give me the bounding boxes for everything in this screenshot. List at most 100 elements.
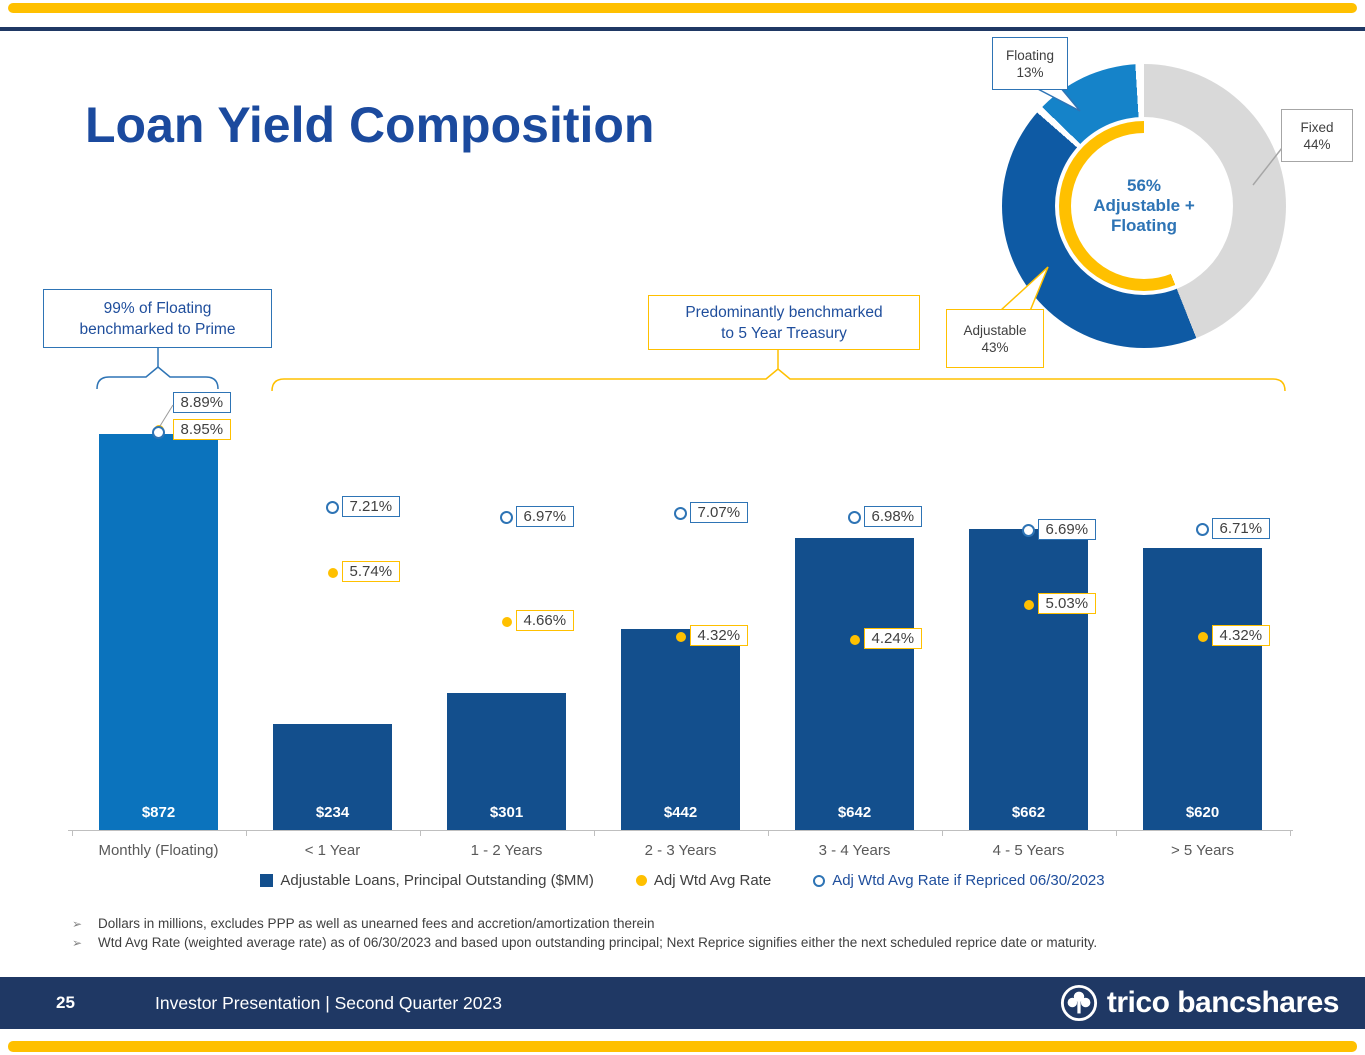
adj-rate-label: 4.66% bbox=[515, 609, 575, 631]
bar-7 bbox=[1143, 548, 1262, 830]
repriced-rate-marker bbox=[1021, 523, 1035, 537]
bar-4 bbox=[621, 629, 740, 830]
legend-open-dot-icon bbox=[813, 874, 826, 887]
adjustable-callout-label: Adjustable bbox=[963, 322, 1027, 338]
adj-rate-marker bbox=[1197, 631, 1208, 642]
page-number: 25 bbox=[56, 993, 75, 1012]
repriced-rate-marker bbox=[1195, 523, 1209, 537]
repriced-rate-marker bbox=[325, 500, 339, 514]
category-label: 1 - 2 Years bbox=[470, 842, 543, 859]
x-axis-tick bbox=[71, 830, 73, 836]
prime-note-box: 99% of Floating benchmarked to Prime bbox=[43, 289, 272, 348]
category-label: 2 - 3 Years bbox=[644, 842, 717, 859]
footnote-1: ➢ Dollars in millions, excludes PPP as w… bbox=[72, 915, 1097, 934]
legend-square-icon bbox=[260, 874, 274, 887]
footnote-1-text: Dollars in millions, excludes PPP as wel… bbox=[98, 916, 655, 931]
bar-value-label: $872 bbox=[141, 804, 176, 821]
footnote-2-text: Wtd Avg Rate (weighted average rate) as … bbox=[98, 934, 1098, 950]
repriced-rate-label: 6.69% bbox=[1037, 518, 1097, 540]
bar-value-label: $620 bbox=[1185, 804, 1220, 821]
top-accent-bar bbox=[8, 3, 1357, 13]
page-title: Loan Yield Composition bbox=[85, 97, 655, 153]
footnote-bullet-icon: ➢ bbox=[72, 917, 83, 931]
adj-rate-marker bbox=[501, 616, 512, 627]
footnotes: ➢ Dollars in millions, excludes PPP as w… bbox=[72, 915, 1097, 952]
x-axis-tick bbox=[1289, 830, 1291, 836]
adj-rate-label: 5.74% bbox=[341, 561, 401, 583]
repriced-rate-label: 6.97% bbox=[515, 506, 575, 528]
legend-dot-icon bbox=[635, 875, 647, 886]
repriced-rate-marker bbox=[151, 425, 165, 439]
category-label: 4 - 5 Years bbox=[992, 842, 1065, 859]
footer-bar: 25 Investor Presentation | Second Quarte… bbox=[0, 977, 1365, 1029]
repriced-rate-label: 6.71% bbox=[1211, 518, 1271, 540]
adj-rate-marker bbox=[849, 635, 860, 646]
donut-chart: 56% Adjustable + Floating bbox=[1002, 64, 1286, 348]
footer-text: Investor Presentation | Second Quarter 2… bbox=[155, 992, 502, 1013]
repriced-rate-label: 8.89% bbox=[172, 391, 232, 413]
x-axis-tick bbox=[1115, 830, 1117, 836]
adj-rate-label: 5.03% bbox=[1037, 593, 1097, 615]
prime-note-line2: benchmarked to Prime bbox=[79, 320, 236, 338]
footnote-bullet-icon: ➢ bbox=[72, 935, 83, 950]
donut-callout-adjustable: Adjustable 43% bbox=[946, 309, 1044, 368]
donut-center-text-2: Floating bbox=[1110, 216, 1178, 235]
bottom-accent-bar bbox=[8, 1041, 1357, 1052]
donut-center-text-1: Adjustable + bbox=[1093, 196, 1195, 215]
legend-item-2: Adj Wtd Avg Rate bbox=[635, 872, 772, 889]
top-divider-line bbox=[0, 27, 1365, 31]
bar-5 bbox=[795, 538, 914, 830]
adjustable-callout-pct: 43% bbox=[981, 339, 1009, 355]
x-axis-tick bbox=[767, 830, 769, 836]
bar-3 bbox=[447, 693, 566, 830]
adj-rate-label: 8.95% bbox=[172, 418, 232, 440]
x-axis-tick bbox=[941, 830, 943, 836]
floating-callout-pct: 13% bbox=[1016, 64, 1044, 80]
repriced-rate-label: 6.98% bbox=[863, 505, 923, 527]
x-axis-line bbox=[68, 830, 1293, 831]
repriced-rate-label: 7.21% bbox=[341, 495, 401, 517]
adj-rate-label: 4.32% bbox=[1211, 624, 1271, 646]
treasury-note-line1: Predominantly benchmarked bbox=[685, 303, 883, 321]
legend-label: Adjustable Loans, Principal Outstanding … bbox=[280, 872, 594, 889]
donut-callout-fixed: Fixed 44% bbox=[1281, 109, 1353, 162]
repriced-rate-label: 7.07% bbox=[689, 501, 749, 523]
fixed-callout-label: Fixed bbox=[1300, 119, 1334, 135]
repriced-rate-marker bbox=[847, 510, 861, 524]
prime-note-line1: 99% of Floating bbox=[103, 299, 212, 317]
x-axis-tick bbox=[245, 830, 247, 836]
fixed-callout-pct: 44% bbox=[1303, 136, 1331, 152]
bar-1 bbox=[99, 434, 218, 830]
legend-label: Adj Wtd Avg Rate bbox=[653, 872, 772, 889]
legend-label: Adj Wtd Avg Rate if Repriced 06/30/2023 bbox=[832, 872, 1105, 889]
bar-value-label: $442 bbox=[663, 804, 698, 821]
donut-center-pct: 56% bbox=[1126, 176, 1162, 195]
bar-6 bbox=[969, 529, 1088, 830]
tree-circle-icon bbox=[1060, 984, 1097, 1022]
adj-rate-marker bbox=[675, 631, 686, 642]
chart-legend: Adjustable Loans, Principal Outstanding … bbox=[0, 872, 1365, 889]
repriced-rate-marker bbox=[499, 511, 513, 525]
footnote-2: ➢ Wtd Avg Rate (weighted average rate) a… bbox=[72, 934, 1097, 953]
adj-rate-marker bbox=[1023, 600, 1034, 611]
adj-rate-label: 4.32% bbox=[689, 624, 749, 646]
logo-text: trico bancshares bbox=[1106, 986, 1340, 1019]
category-label: 3 - 4 Years bbox=[818, 842, 891, 859]
category-label: > 5 Years bbox=[1171, 842, 1234, 859]
x-axis-tick bbox=[419, 830, 421, 836]
donut-callout-floating: Floating 13% bbox=[992, 37, 1068, 90]
bar-value-label: $662 bbox=[1011, 804, 1046, 821]
treasury-note-box: Predominantly benchmarked to 5 Year Trea… bbox=[648, 295, 920, 350]
legend-item-1: Adjustable Loans, Principal Outstanding … bbox=[260, 872, 594, 889]
bar-value-label: $234 bbox=[315, 804, 350, 821]
legend-item-3: Adj Wtd Avg Rate if Repriced 06/30/2023 bbox=[813, 872, 1105, 889]
category-label: Monthly (Floating) bbox=[98, 842, 219, 859]
x-axis-tick bbox=[593, 830, 595, 836]
adj-rate-marker bbox=[327, 568, 338, 579]
company-logo: trico bancshares bbox=[1060, 977, 1340, 1029]
category-label: < 1 Year bbox=[304, 842, 361, 859]
floating-callout-label: Floating bbox=[1005, 47, 1055, 63]
bar-value-label: $301 bbox=[489, 804, 524, 821]
